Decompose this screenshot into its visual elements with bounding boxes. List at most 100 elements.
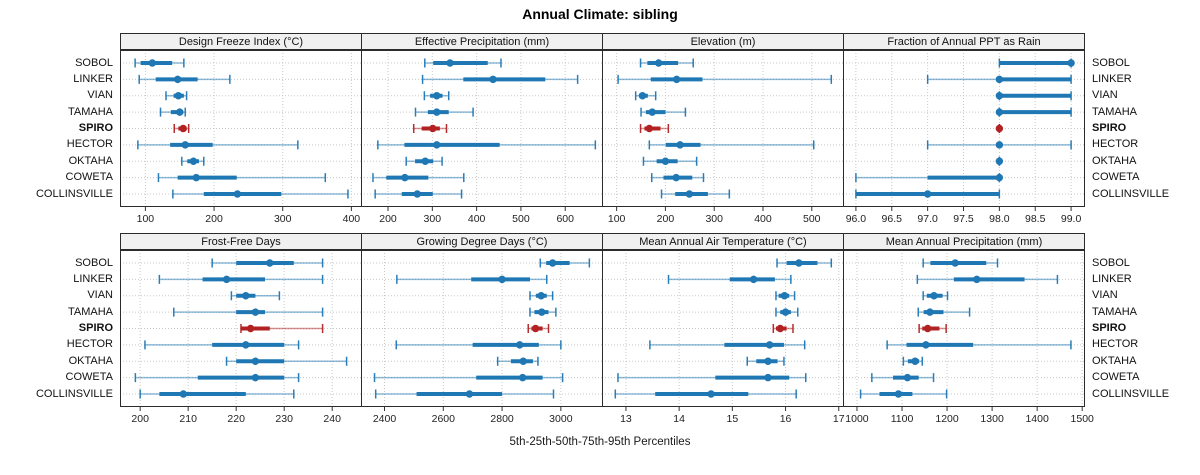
site-label-right: HECTOR bbox=[1092, 338, 1139, 351]
percentile-glyph bbox=[995, 156, 1004, 166]
percentile-glyph bbox=[414, 107, 474, 117]
panel-plot-4: 200 210 220 230 240 bbox=[120, 250, 362, 425]
axis-tick-label: 1300 bbox=[980, 413, 1004, 425]
axis-tick-label: 98.0 bbox=[989, 213, 1010, 225]
site-label-left: SPIRO bbox=[78, 322, 113, 334]
chart-title: Annual Climate: sibling bbox=[522, 6, 678, 22]
percentile-glyph bbox=[144, 340, 300, 350]
percentile-glyph bbox=[917, 307, 971, 317]
percentile-glyph bbox=[871, 373, 935, 383]
percentile-glyph bbox=[377, 140, 597, 150]
percentile-glyph bbox=[918, 324, 947, 333]
axis-tick-label: 200 bbox=[379, 213, 397, 225]
axis-tick-label: 13 bbox=[620, 413, 632, 425]
percentile-glyph bbox=[529, 291, 554, 301]
percentile-glyph bbox=[159, 107, 186, 117]
panel-plot-0: 100 200 300 400 bbox=[120, 50, 362, 225]
percentile-glyph bbox=[922, 258, 999, 268]
panel-plot-6: 13 14 15 16 17 bbox=[602, 250, 845, 425]
percentile-glyph bbox=[660, 189, 731, 199]
percentile-glyph bbox=[775, 291, 796, 301]
percentile-glyph bbox=[230, 291, 281, 301]
axis-tick-label: 98.5 bbox=[1025, 213, 1046, 225]
percentile-glyph bbox=[412, 124, 448, 133]
percentile-glyph bbox=[886, 340, 1072, 350]
axis-tick-label: 2800 bbox=[490, 413, 514, 425]
percentile-glyph bbox=[995, 124, 1004, 133]
panel-header-6: Mean Annual Air Temperature (°C) bbox=[602, 233, 844, 250]
percentile-glyph bbox=[225, 356, 348, 366]
axis-tick-label: 500 bbox=[803, 213, 821, 225]
percentile-glyph bbox=[527, 324, 550, 333]
site-label-left: COLLINSVILLE bbox=[35, 187, 113, 200]
site-label-right: OKTAHA bbox=[1092, 354, 1137, 367]
site-label-left: OKTAHA bbox=[68, 154, 113, 167]
axis-tick-label: 1400 bbox=[1025, 413, 1049, 425]
axis-tick-label: 200 bbox=[657, 213, 675, 225]
site-label-left: LINKER bbox=[73, 72, 113, 85]
site-label-left: VIAN bbox=[87, 289, 113, 302]
panel-plot-1: 200 300 400 500 600 bbox=[361, 50, 603, 225]
axis-tick-label: 1100 bbox=[891, 413, 914, 425]
percentile-glyph bbox=[373, 373, 564, 383]
percentile-glyph bbox=[995, 107, 1072, 117]
panel-border bbox=[843, 250, 1085, 407]
percentile-glyph bbox=[998, 58, 1075, 68]
axis-tick-label: 1500 bbox=[1071, 413, 1095, 425]
site-label-left: VIAN bbox=[87, 89, 113, 102]
panel-header-2: Elevation (m) bbox=[602, 33, 844, 50]
panel-header-3: Fraction of Annual PPT as Rain bbox=[843, 33, 1085, 50]
axis-tick-label: 100 bbox=[608, 213, 626, 225]
site-label-left: COWETA bbox=[65, 371, 113, 384]
site-label-right: SPIRO bbox=[1092, 322, 1127, 334]
axis-tick-label: 97.5 bbox=[953, 213, 974, 225]
percentile-glyph bbox=[173, 124, 190, 133]
site-label-right: SPIRO bbox=[1092, 122, 1127, 134]
axis-tick-label: 96.5 bbox=[882, 213, 903, 225]
percentile-glyph bbox=[916, 274, 1059, 284]
site-label-left: OKTAHA bbox=[68, 354, 113, 367]
percentile-glyph bbox=[374, 389, 555, 399]
percentile-glyph bbox=[639, 58, 694, 68]
percentile-glyph bbox=[649, 340, 806, 350]
axis-tick-label: 15 bbox=[726, 413, 738, 425]
axis-tick-label: 220 bbox=[227, 413, 245, 425]
axis-tick-label: 600 bbox=[556, 213, 574, 225]
percentile-glyph bbox=[211, 258, 324, 268]
percentile-glyph bbox=[539, 258, 591, 268]
site-label-right: HECTOR bbox=[1092, 138, 1139, 151]
site-label-left: SPIRO bbox=[78, 122, 113, 134]
percentile-glyph bbox=[496, 356, 539, 366]
percentile-glyph bbox=[529, 307, 557, 317]
percentile-glyph bbox=[776, 258, 833, 268]
percentile-glyph bbox=[995, 91, 1072, 101]
percentile-glyph bbox=[424, 58, 502, 68]
percentile-glyph bbox=[855, 173, 1004, 183]
percentile-glyph bbox=[421, 74, 579, 84]
percentile-glyph bbox=[859, 389, 948, 399]
percentile-glyph bbox=[642, 156, 698, 166]
axis-tick-label: 99.0 bbox=[1061, 213, 1082, 225]
percentile-glyph bbox=[855, 189, 1001, 199]
percentile-glyph bbox=[634, 91, 657, 101]
percentile-glyph bbox=[134, 373, 300, 383]
percentile-glyph bbox=[134, 58, 185, 68]
site-label-right: TAMAHA bbox=[1092, 105, 1138, 118]
percentile-glyph bbox=[617, 373, 807, 383]
percentile-glyph bbox=[926, 140, 1072, 150]
percentile-glyph bbox=[639, 124, 670, 133]
site-label-right: OKTAHA bbox=[1092, 154, 1137, 167]
percentile-glyph bbox=[651, 173, 705, 183]
site-label-right: TAMAHA bbox=[1092, 305, 1138, 318]
percentile-glyph bbox=[173, 307, 324, 317]
axis-tick-label: 1000 bbox=[845, 413, 869, 425]
site-label-right: COWETA bbox=[1092, 371, 1140, 384]
percentile-glyph bbox=[746, 356, 785, 366]
axis-tick-label: 97.0 bbox=[917, 213, 938, 225]
axis-tick-label: 96.0 bbox=[846, 213, 867, 225]
percentile-glyph bbox=[902, 356, 924, 366]
axis-tick-label: 17 bbox=[833, 413, 845, 425]
percentile-glyph bbox=[640, 107, 687, 117]
panel-border bbox=[843, 50, 1085, 207]
